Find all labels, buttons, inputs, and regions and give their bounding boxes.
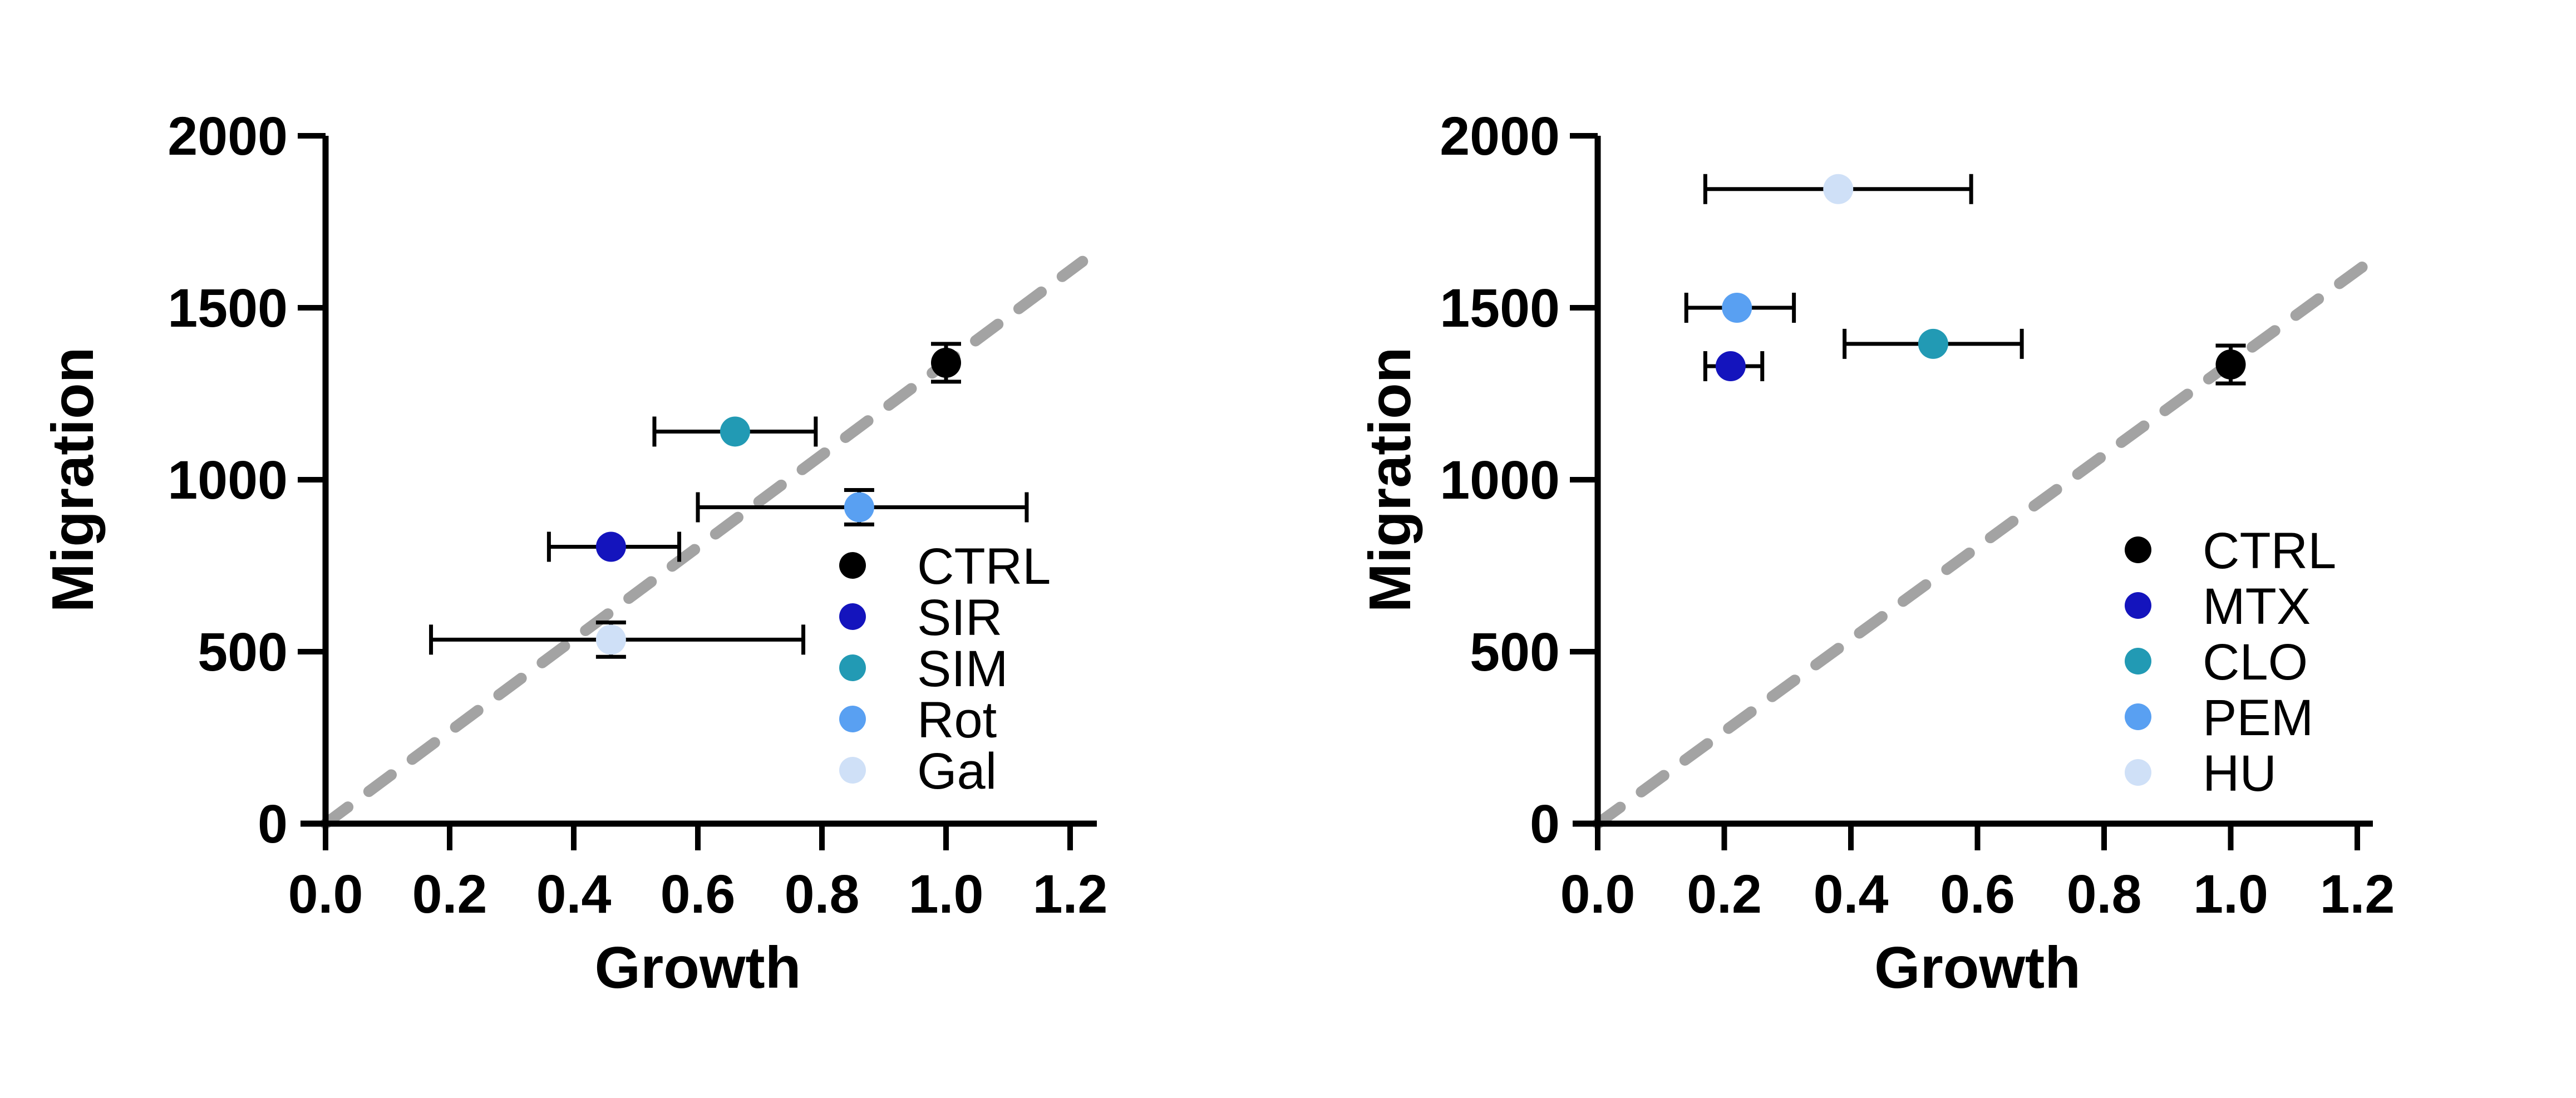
series-marker-MTX	[1715, 351, 1746, 382]
panel-left: 0.0 0.2 0.4 0.6 0.8 1.0 1.2 0 500 1000 1500 2000 Gro…	[40, 106, 1107, 1001]
y-tick-label-1500: 1500	[168, 278, 288, 338]
x-tick-label-1.0: 1.0	[909, 864, 984, 924]
left-axes: 0.0 0.2 0.4 0.6 0.8 1.0 1.2 0 500 1000 1500 2000	[168, 106, 1107, 924]
legend-entry-SIR: SIR	[839, 589, 1002, 646]
axis-title-growth-right: Growth	[1874, 935, 2081, 1001]
x-tick-label-0.0: 0.0	[288, 864, 363, 924]
x-tick-label-0.6: 0.6	[1940, 864, 2015, 924]
identity-line	[1592, 255, 2376, 829]
legend-label-HU: HU	[2203, 745, 2277, 802]
legend-label-MTX: MTX	[2203, 578, 2311, 635]
axis-title-growth-left: Growth	[595, 935, 801, 1001]
legend-marker-SIM	[839, 654, 866, 681]
x-tick-label-0.0: 0.0	[1560, 864, 1636, 924]
axis-title-migration-right: Migration	[1357, 347, 1423, 613]
series-marker-Rot	[844, 492, 874, 523]
y-tick-label-2000: 2000	[1440, 106, 1560, 166]
legend-entry-Gal: Gal	[839, 743, 997, 800]
y-tick-label-1500: 1500	[1440, 278, 1560, 338]
legend-entry-MTX: MTX	[2125, 578, 2311, 635]
legend-marker-HU	[2125, 759, 2151, 786]
legend-entry-PEM: PEM	[2125, 690, 2313, 746]
y-tick-label-0: 0	[258, 794, 288, 854]
series-marker-CTRL	[931, 347, 961, 378]
legend-marker-CTRL	[839, 552, 866, 579]
series-marker-CTRL	[2215, 349, 2246, 380]
x-tick-label-0.8: 0.8	[2067, 864, 2142, 924]
y-tick-label-500: 500	[198, 622, 288, 682]
legend-label-CTRL: CTRL	[917, 538, 1051, 595]
legend-marker-CTRL	[2125, 536, 2151, 563]
legend-label-PEM: PEM	[2203, 690, 2313, 746]
x-tick-label-0.2: 0.2	[1687, 864, 1762, 924]
legend-marker-SIR	[839, 603, 866, 630]
legend-label-CLO: CLO	[2203, 634, 2308, 691]
legend-label-SIR: SIR	[917, 589, 1002, 646]
legend-label-Gal: Gal	[917, 743, 997, 800]
x-tick-label-1.2: 1.2	[2320, 864, 2395, 924]
legend-label-Rot: Rot	[917, 692, 997, 749]
y-tick-label-500: 500	[1470, 622, 1560, 682]
legend-entry-HU: HU	[2125, 745, 2277, 802]
right-axes: 0.0 0.2 0.4 0.6 0.8 1.0 1.2 0 500 1000 1500 2000	[1440, 106, 2395, 924]
series-marker-HU	[1823, 174, 1854, 204]
axis-title-migration-left: Migration	[40, 347, 106, 613]
y-tick-label-0: 0	[1530, 794, 1560, 854]
x-tick-label-0.4: 0.4	[1814, 864, 1889, 924]
legend-marker-Rot	[839, 706, 866, 732]
legend-marker-CLO	[2125, 648, 2151, 674]
x-tick-label-1.0: 1.0	[2193, 864, 2268, 924]
legend-entry-CTRL: CTRL	[839, 538, 1051, 595]
series-marker-CLO	[1918, 328, 1948, 359]
y-tick-label-1000: 1000	[1440, 450, 1560, 510]
y-tick-label-2000: 2000	[168, 106, 288, 166]
legend-entry-CTRL: CTRL	[2125, 523, 2336, 579]
legend-marker-PEM	[2125, 703, 2151, 730]
legend-label-SIM: SIM	[917, 641, 1008, 697]
series-marker-PEM	[1722, 293, 1752, 323]
panel-right: 0.0 0.2 0.4 0.6 0.8 1.0 1.2 0 500 1000 1500 2000 Gro…	[1357, 106, 2395, 1001]
x-tick-label-0.8: 0.8	[785, 864, 860, 924]
legend-entry-Rot: Rot	[839, 692, 997, 749]
x-tick-label-0.4: 0.4	[536, 864, 612, 924]
x-tick-label-0.2: 0.2	[412, 864, 487, 924]
legend-entry-CLO: CLO	[2125, 634, 2308, 691]
series-marker-SIR	[595, 531, 626, 562]
legend-label-CTRL: CTRL	[2203, 523, 2336, 579]
series-marker-Gal	[595, 624, 626, 655]
x-tick-label-1.2: 1.2	[1033, 864, 1108, 924]
legend-marker-MTX	[2125, 592, 2151, 619]
legend-marker-Gal	[839, 757, 866, 784]
x-tick-label-0.6: 0.6	[661, 864, 736, 924]
y-tick-label-1000: 1000	[168, 450, 288, 510]
series-marker-SIM	[720, 416, 750, 447]
legend-entry-SIM: SIM	[839, 641, 1008, 697]
